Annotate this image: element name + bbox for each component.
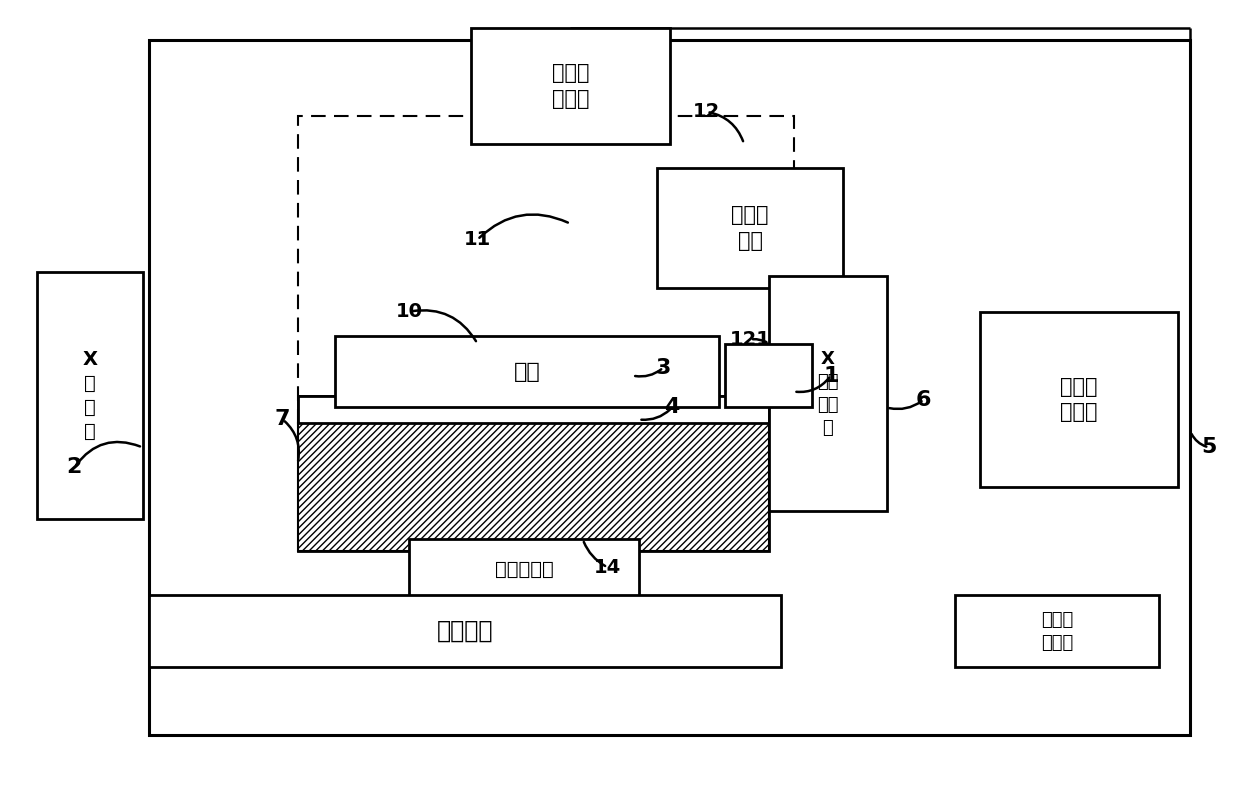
Text: 12: 12: [693, 102, 720, 121]
Text: 6: 6: [916, 389, 931, 410]
Bar: [725, 344, 812, 407]
Text: 3: 3: [656, 357, 671, 378]
Bar: [471, 28, 670, 144]
Text: 数据处
理单元: 数据处 理单元: [1060, 376, 1097, 423]
Bar: [769, 276, 887, 511]
Text: 1: 1: [823, 365, 838, 386]
Bar: [149, 40, 1190, 735]
Text: 位移传
感器: 位移传 感器: [732, 205, 769, 251]
Bar: [298, 396, 769, 423]
Text: X
射
线
源: X 射 线 源: [82, 350, 98, 441]
Text: 11: 11: [464, 230, 491, 249]
Bar: [298, 396, 769, 551]
Bar: [298, 116, 794, 435]
Bar: [335, 336, 719, 407]
Text: 压头: 压头: [513, 361, 541, 382]
Text: 10: 10: [396, 302, 423, 321]
Bar: [409, 539, 639, 599]
Bar: [298, 423, 769, 551]
Text: 14: 14: [594, 558, 621, 577]
Text: 转动平台: 转动平台: [436, 619, 494, 643]
Text: 动力提
供装置: 动力提 供装置: [552, 63, 589, 109]
Bar: [149, 595, 781, 667]
Text: 5: 5: [1202, 437, 1216, 458]
Text: X
射线
探测
器: X 射线 探测 器: [817, 350, 838, 437]
Bar: [980, 312, 1178, 487]
Text: 7: 7: [275, 409, 290, 430]
Text: 2: 2: [67, 457, 82, 478]
Bar: [657, 168, 843, 288]
Text: 动力提
供装置: 动力提 供装置: [1040, 610, 1074, 652]
Text: 4: 4: [665, 397, 680, 418]
Text: 121: 121: [730, 330, 770, 349]
Bar: [955, 595, 1159, 667]
Text: 压力传感器: 压力传感器: [495, 560, 553, 578]
Bar: [37, 272, 143, 519]
